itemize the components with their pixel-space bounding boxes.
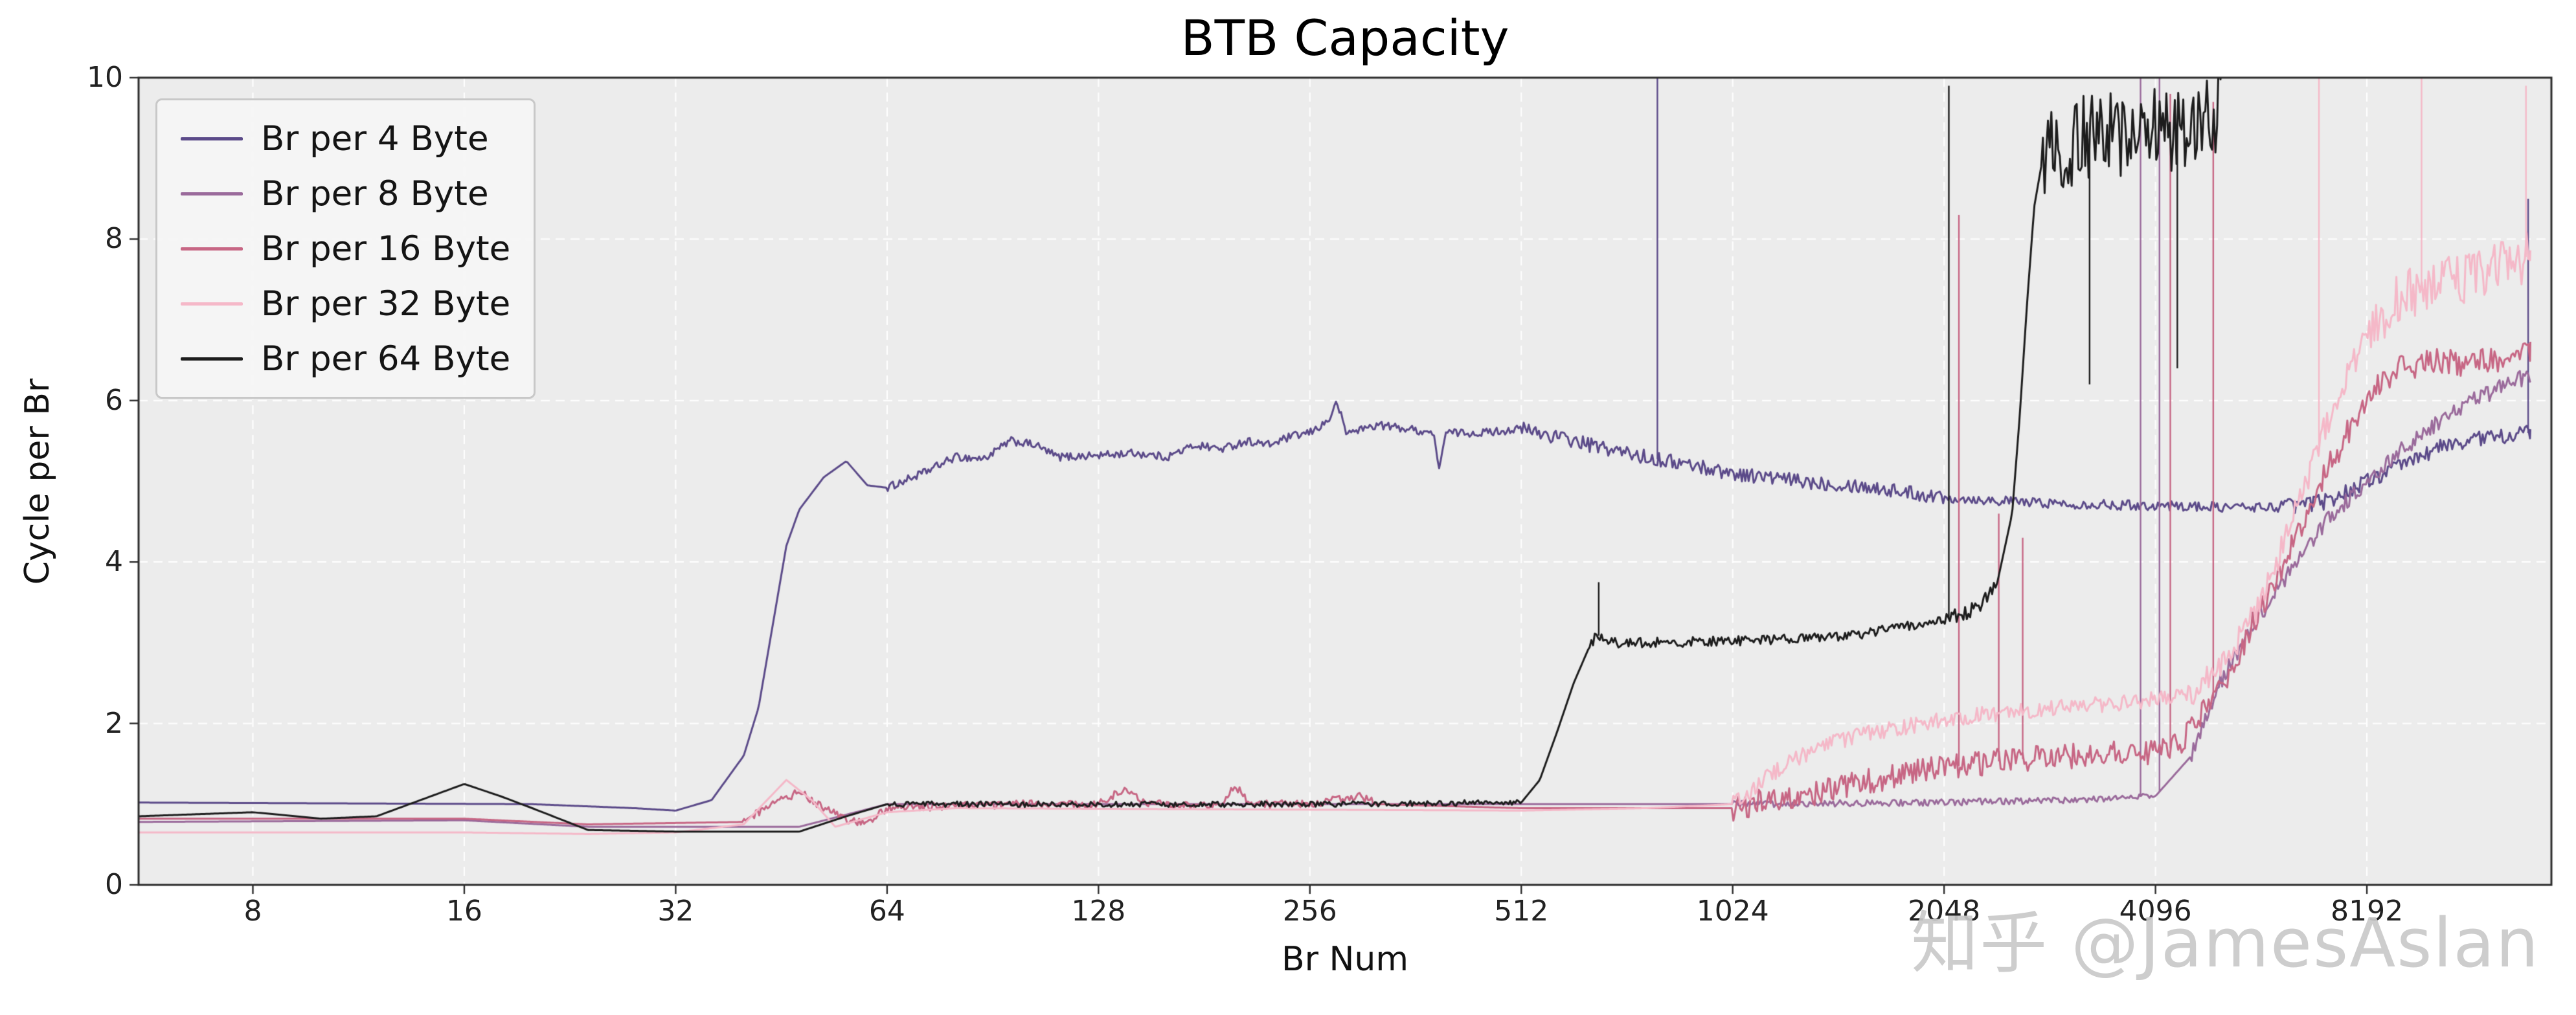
legend-line-swatch: [181, 137, 243, 140]
x-tick-label-4096: 4096: [2119, 895, 2192, 928]
x-tick-label-256: 256: [1282, 895, 1337, 928]
y-axis-label: Cycle per Br: [18, 378, 57, 585]
x-tick-label-32: 32: [657, 895, 694, 928]
y-tick-label-6: 6: [105, 383, 123, 417]
legend-line-swatch: [181, 192, 243, 195]
legend-item-br-per-16-byte: Br per 16 Byte: [181, 226, 510, 271]
legend-label: Br per 64 Byte: [261, 339, 511, 379]
x-tick-label-8192: 8192: [2331, 895, 2404, 928]
legend-label: Br per 8 Byte: [261, 173, 489, 214]
x-tick-label-16: 16: [446, 895, 482, 928]
legend-label: Br per 4 Byte: [261, 118, 489, 159]
x-tick-label-8: 8: [243, 895, 262, 928]
x-tick-label-2048: 2048: [1908, 895, 1981, 928]
legend-line-swatch: [181, 357, 243, 361]
legend-item-br-per-8-byte: Br per 8 Byte: [181, 171, 510, 216]
x-tick-label-128: 128: [1071, 895, 1126, 928]
y-tick-label-4: 4: [105, 545, 123, 579]
x-tick-label-64: 64: [868, 895, 905, 928]
y-tick-label-8: 8: [105, 222, 123, 256]
legend-item-br-per-64-byte: Br per 64 Byte: [181, 336, 510, 381]
legend-line-swatch: [181, 302, 243, 306]
legend-label: Br per 32 Byte: [261, 284, 511, 324]
legend-line-swatch: [181, 247, 243, 251]
x-tick-label-1024: 1024: [1696, 895, 1769, 928]
chart-title: BTB Capacity: [1181, 9, 1509, 67]
legend-item-br-per-32-byte: Br per 32 Byte: [181, 281, 510, 326]
y-tick-label-10: 10: [87, 61, 123, 94]
watermark: 知乎 @JamesAslan: [1911, 904, 2540, 983]
legend-label: Br per 16 Byte: [261, 229, 511, 269]
x-axis-label: Br Num: [1281, 940, 1409, 979]
y-tick-label-2: 2: [105, 706, 123, 740]
x-tick-label-512: 512: [1494, 895, 1549, 928]
legend: Br per 4 Byte Br per 8 Byte Br per 16 Byte…: [155, 98, 536, 399]
legend-item-br-per-4-byte: Br per 4 Byte: [181, 116, 510, 161]
y-tick-label-0: 0: [105, 868, 123, 901]
